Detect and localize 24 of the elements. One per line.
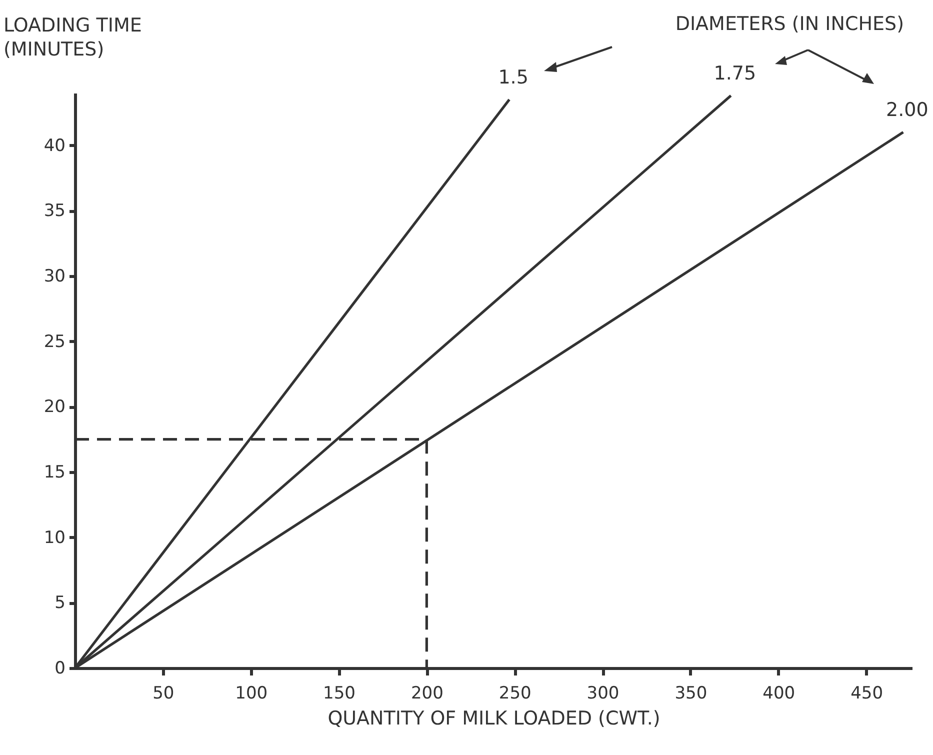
- x-tick-label: 200: [410, 684, 444, 704]
- y-tick-label: 10: [44, 528, 66, 548]
- y-tick-label: 40: [44, 136, 66, 156]
- x-tick-label: 400: [762, 684, 796, 704]
- y-tick-label: 0: [54, 658, 66, 678]
- x-tick-label: 100: [235, 684, 268, 704]
- y-tick-label: 30: [44, 266, 66, 286]
- y-tick-label: 5: [54, 593, 66, 614]
- y-axis-title: LOADING TIME (MINUTES): [4, 14, 142, 60]
- legend-label: 1.5: [498, 66, 528, 89]
- legend-title: DIAMETERS (IN INCHES): [675, 13, 904, 35]
- legend-label: 1.75: [714, 62, 756, 85]
- series-label: 2.00: [886, 99, 928, 122]
- x-tick-label: 350: [674, 684, 708, 704]
- y-tick-label: 35: [44, 201, 66, 222]
- y-tick-label: 25: [44, 332, 66, 352]
- y-tick-label: 15: [44, 462, 66, 482]
- x-tick-label: 250: [498, 684, 532, 704]
- x-axis-title: QUANTITY OF MILK LOADED (CWT.): [328, 708, 660, 730]
- x-tick-label: 300: [586, 684, 620, 704]
- x-tick-label: 50: [152, 684, 174, 704]
- x-tick-label: 450: [850, 684, 884, 704]
- x-tick-label: 150: [323, 684, 356, 704]
- y-tick-label: 20: [44, 397, 66, 418]
